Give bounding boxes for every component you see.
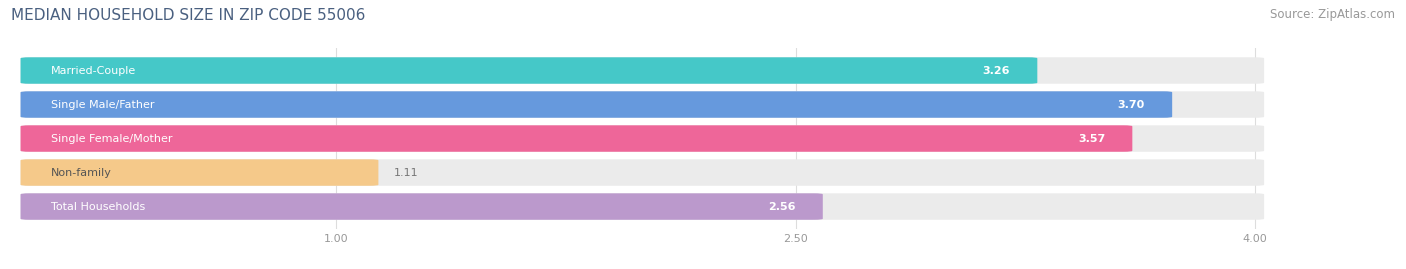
FancyBboxPatch shape: [21, 159, 378, 186]
Text: Source: ZipAtlas.com: Source: ZipAtlas.com: [1270, 8, 1395, 21]
Text: Non-family: Non-family: [51, 168, 111, 178]
Text: Single Male/Father: Single Male/Father: [51, 100, 155, 109]
Text: MEDIAN HOUSEHOLD SIZE IN ZIP CODE 55006: MEDIAN HOUSEHOLD SIZE IN ZIP CODE 55006: [11, 8, 366, 23]
Text: 2.56: 2.56: [768, 201, 796, 211]
Text: Single Female/Mother: Single Female/Mother: [51, 133, 173, 144]
FancyBboxPatch shape: [21, 57, 1038, 84]
FancyBboxPatch shape: [21, 193, 823, 220]
Text: Married-Couple: Married-Couple: [51, 66, 136, 76]
FancyBboxPatch shape: [21, 91, 1264, 118]
Text: 3.70: 3.70: [1118, 100, 1144, 109]
FancyBboxPatch shape: [21, 125, 1132, 152]
Text: Total Households: Total Households: [51, 201, 145, 211]
FancyBboxPatch shape: [21, 193, 1264, 220]
Text: 1.11: 1.11: [394, 168, 419, 178]
FancyBboxPatch shape: [21, 125, 1264, 152]
Text: 3.26: 3.26: [983, 66, 1010, 76]
FancyBboxPatch shape: [21, 91, 1173, 118]
Text: 3.57: 3.57: [1078, 133, 1105, 144]
FancyBboxPatch shape: [21, 159, 1264, 186]
FancyBboxPatch shape: [21, 57, 1264, 84]
